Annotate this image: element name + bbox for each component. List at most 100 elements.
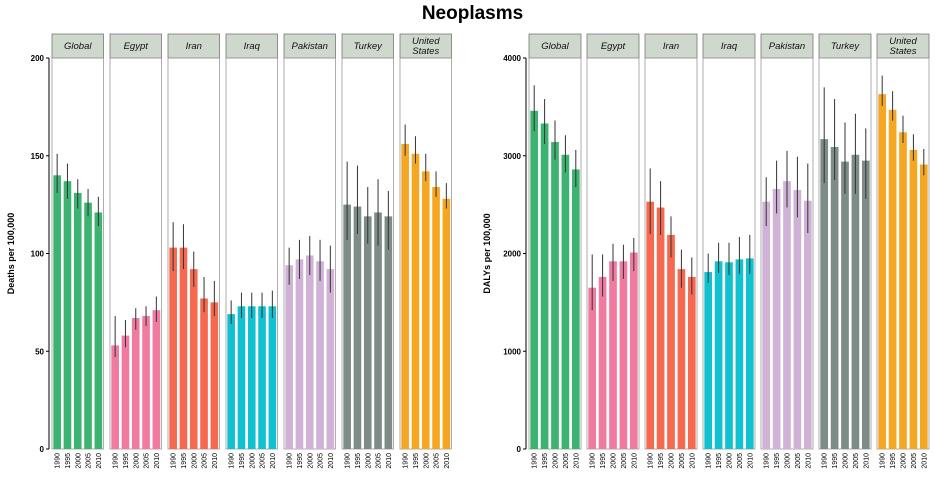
x-tick-label: 2000 (901, 453, 908, 469)
x-tick-label: 1995 (297, 453, 304, 469)
bar (598, 276, 607, 449)
x-tick-label: 1990 (822, 453, 829, 469)
panel-strip (644, 33, 698, 59)
x-tick-label: 2005 (737, 453, 744, 469)
x-tick-label: 1990 (345, 453, 352, 469)
bar (285, 265, 293, 449)
x-tick-label: 1995 (658, 453, 665, 469)
x-tick-label: 1995 (239, 453, 246, 469)
x-tick-label: 2005 (86, 453, 93, 469)
y-axis-title: Deaths per 100,000 (6, 213, 16, 295)
panel-title: Turkey (354, 41, 384, 52)
bar (714, 261, 723, 449)
bar (841, 161, 849, 450)
bar (551, 142, 559, 449)
x-tick-label: 2005 (853, 453, 860, 469)
bar (442, 198, 451, 449)
y-tick-label: 0 (40, 445, 45, 454)
panel-turkey: Turkey 1990 1995 2000 2005 2010 (818, 33, 872, 469)
bar (704, 272, 713, 449)
x-tick-label: 2005 (563, 453, 570, 469)
bar (803, 200, 812, 449)
panel-egypt: Egypt 1990 1995 2000 2005 2010 (109, 33, 162, 469)
bar (432, 187, 440, 449)
bar (343, 204, 351, 449)
bar (888, 109, 897, 450)
x-tick-label: 1990 (287, 453, 294, 469)
bar (619, 261, 628, 449)
panel-global: Global 1990 1995 2000 2005 2010 (528, 33, 582, 469)
bar (421, 171, 430, 449)
panel-iran: Iran 1990 1995 2000 2005 2010 (644, 33, 698, 469)
bar (189, 269, 198, 449)
bar (305, 255, 314, 449)
panel-strip (702, 33, 756, 59)
x-tick-label: 2005 (434, 453, 441, 469)
bar (53, 175, 61, 450)
x-tick-label: 2010 (921, 453, 928, 469)
panel-title: Pakistan (769, 41, 805, 52)
y-tick-label: 3000 (503, 152, 521, 161)
panel-title: Global (541, 41, 569, 52)
bar (247, 306, 256, 449)
x-tick-label: 2005 (621, 453, 628, 469)
bar (540, 123, 549, 450)
panel-strip (528, 33, 582, 59)
y-tick-label: 150 (31, 152, 45, 161)
x-tick-label: 2000 (611, 453, 618, 469)
bar (677, 269, 686, 449)
bar (571, 169, 580, 449)
y-tick-label: 200 (31, 54, 45, 63)
bar (384, 216, 393, 449)
x-tick-label: 2010 (154, 453, 161, 469)
chart-1: 0 50 100 150 200 Deaths per 100,000 Global 1990… (6, 33, 452, 469)
panel-title: Iran (186, 41, 202, 52)
bar (851, 154, 860, 449)
bar (121, 335, 130, 449)
x-tick-label: 2010 (573, 453, 580, 469)
bar (152, 310, 161, 449)
bar (268, 306, 277, 449)
x-tick-label: 2010 (444, 453, 451, 469)
x-tick-label: 2000 (843, 453, 850, 469)
bar (530, 110, 539, 449)
bar (63, 181, 72, 450)
x-tick-label: 2000 (669, 453, 676, 469)
x-tick-label: 1995 (774, 453, 781, 469)
x-tick-label: 2005 (679, 453, 686, 469)
bar (111, 345, 119, 449)
y-tick-label: 50 (35, 347, 44, 356)
bar (772, 188, 781, 450)
bar (374, 212, 382, 449)
x-tick-label: 1990 (880, 453, 887, 469)
panel-strip (109, 33, 162, 59)
bar (353, 206, 362, 449)
panel-strip (225, 33, 278, 59)
y-tick-label: 4000 (503, 54, 521, 63)
y-tick-label: 1000 (503, 347, 521, 356)
bar (411, 153, 420, 450)
panel-iraq: Iraq 1990 1995 2000 2005 2010 (225, 33, 278, 469)
x-tick-label: 2010 (805, 453, 812, 469)
panel-title: Global (64, 41, 92, 52)
panel-strip (167, 33, 220, 59)
bar (735, 259, 744, 449)
bar (210, 302, 219, 449)
bar (783, 181, 791, 450)
panel-pakistan: Pakistan 1990 1995 2000 2005 2010 (283, 33, 336, 469)
bar (820, 139, 829, 449)
x-tick-label: 2000 (75, 453, 82, 469)
x-tick-label: 2000 (249, 453, 256, 469)
bar (762, 201, 771, 449)
x-tick-label: 1995 (123, 453, 130, 469)
x-tick-label: 1995 (355, 453, 362, 469)
x-tick-label: 2005 (911, 453, 918, 469)
bar (84, 202, 92, 449)
bar (656, 207, 665, 449)
bar (629, 252, 638, 449)
bar (227, 314, 235, 449)
bar (401, 144, 409, 449)
panel-united-states: United States 1990 1995 2000 2005 2010 (876, 33, 930, 469)
x-tick-label: 2010 (863, 453, 870, 469)
